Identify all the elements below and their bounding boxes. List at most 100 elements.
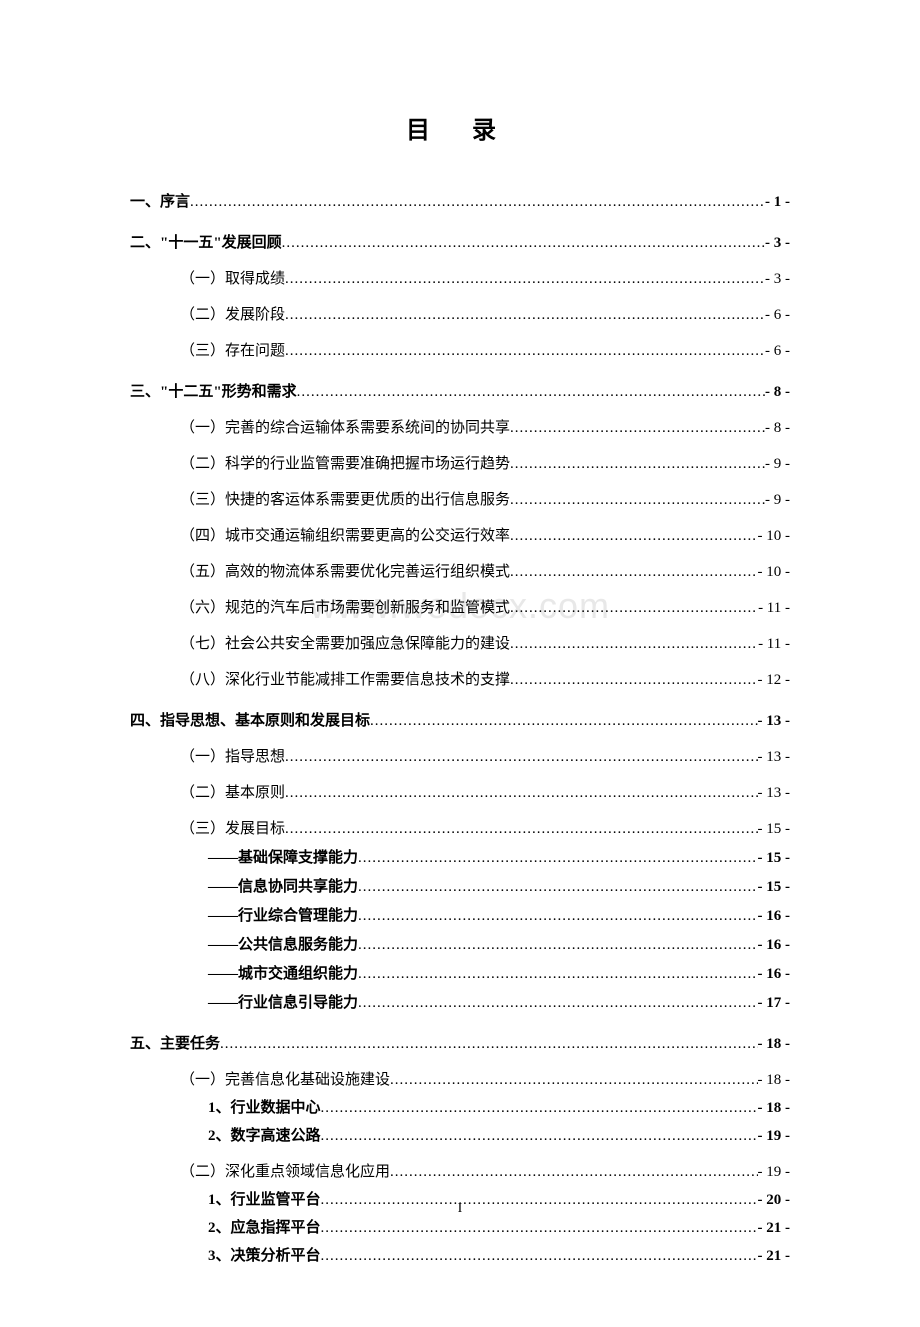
toc-entry: （一）指导思想- 13 -: [180, 745, 790, 766]
toc-entry-label: （六）规范的汽车后市场需要创新服务和监管模式: [180, 596, 510, 617]
toc-leader-dots: [510, 636, 758, 653]
toc-leader-dots: [282, 235, 765, 252]
toc-entry: 三、"十二五"形势和需求- 8 -: [130, 380, 790, 401]
toc-entry-page: - 17 -: [758, 995, 791, 1012]
toc-entry-label: ——基础保障支撑能力: [208, 846, 358, 867]
toc-entry: （五）高效的物流体系需要优化完善运行组织模式- 10 -: [180, 560, 790, 581]
toc-entry-label: （三）存在问题: [180, 339, 285, 360]
toc-leader-dots: [321, 1128, 758, 1145]
toc-entry-page: - 10 -: [758, 564, 791, 581]
toc-entry: ——信息协同共享能力- 15 -: [208, 875, 790, 896]
toc-container: 一、序言- 1 -二、"十一五"发展回顾- 3 -（一）取得成绩- 3 -（二）…: [130, 190, 790, 1265]
toc-leader-dots: [358, 850, 757, 867]
toc-leader-dots: [358, 937, 757, 954]
toc-entry-page: - 21 -: [758, 1248, 791, 1265]
toc-entry-label: （二）基本原则: [180, 781, 285, 802]
toc-leader-dots: [285, 271, 765, 288]
toc-entry-page: - 8 -: [765, 420, 790, 437]
toc-leader-dots: [510, 456, 765, 473]
toc-entry-label: 3、决策分析平台: [208, 1244, 321, 1265]
toc-entry-page: - 3 -: [765, 235, 790, 252]
toc-leader-dots: [390, 1072, 757, 1089]
toc-entry-page: - 15 -: [758, 879, 791, 896]
toc-entry: （三）快捷的客运体系需要更优质的出行信息服务- 9 -: [180, 488, 790, 509]
toc-entry-page: - 15 -: [758, 850, 791, 867]
toc-entry-label: （一）完善信息化基础设施建设: [180, 1068, 390, 1089]
toc-entry: 2、数字高速公路- 19 -: [208, 1124, 790, 1145]
toc-entry: （六）规范的汽车后市场需要创新服务和监管模式 - 11 -: [180, 596, 790, 617]
toc-entry: （三）发展目标- 15 -: [180, 817, 790, 838]
toc-entry-page: - 12 -: [758, 672, 791, 689]
toc-entry-page: - 6 -: [765, 343, 790, 360]
toc-entry: ——基础保障支撑能力 - 15 -: [208, 846, 790, 867]
toc-entry: 五、主要任务 - 18 -: [130, 1032, 790, 1053]
toc-entry-label: ——行业综合管理能力: [208, 904, 358, 925]
toc-leader-dots: [285, 749, 757, 766]
toc-leader-dots: [297, 384, 765, 401]
toc-leader-dots: [358, 966, 757, 983]
toc-leader-dots: [358, 995, 757, 1012]
toc-leader-dots: [321, 1220, 758, 1237]
toc-entry: 二、"十一五"发展回顾 - 3 -: [130, 231, 790, 252]
toc-entry: （一）完善信息化基础设施建设 - 18 -: [180, 1068, 790, 1089]
toc-entry-page: - 11 -: [758, 600, 790, 617]
page-title: 目 录: [130, 110, 790, 145]
toc-leader-dots: [285, 343, 765, 360]
toc-page: 目 录 一、序言- 1 -二、"十一五"发展回顾- 3 -（一）取得成绩- 3 …: [0, 0, 920, 1327]
toc-leader-dots: [321, 1192, 758, 1209]
toc-entry: （四）城市交通运输组织需要更高的公交运行效率- 10 -: [180, 524, 790, 545]
toc-entry-label: （一）完善的综合运输体系需要系统间的协同共享: [180, 416, 510, 437]
toc-leader-dots: [510, 600, 758, 617]
toc-leader-dots: [321, 1248, 758, 1265]
toc-leader-dots: [390, 1164, 757, 1181]
toc-entry: 3、决策分析平台 - 21 -: [208, 1244, 790, 1265]
toc-entry: （一）完善的综合运输体系需要系统间的协同共享 - 8 -: [180, 416, 790, 437]
toc-entry-label: 四、指导思想、基本原则和发展目标: [130, 709, 370, 730]
toc-entry-label: 2、应急指挥平台: [208, 1216, 321, 1237]
toc-entry-label: （一）取得成绩: [180, 267, 285, 288]
toc-entry-page: - 6 -: [765, 307, 790, 324]
toc-entry: （二）基本原则 - 13 -: [180, 781, 790, 802]
toc-entry-label: 1、行业监管平台: [208, 1188, 321, 1209]
toc-entry: （二）深化重点领域信息化应用- 19 -: [180, 1160, 790, 1181]
toc-entry-label: （三）发展目标: [180, 817, 285, 838]
toc-entry-page: - 18 -: [758, 1036, 791, 1053]
toc-entry: （八）深化行业节能减排工作需要信息技术的支撑- 12 -: [180, 668, 790, 689]
toc-entry: （一）取得成绩 - 3 -: [180, 267, 790, 288]
toc-leader-dots: [510, 492, 765, 509]
toc-entry-page: - 18 -: [758, 1072, 791, 1089]
toc-entry-page: - 9 -: [765, 456, 790, 473]
toc-entry-page: - 16 -: [758, 937, 791, 954]
toc-leader-dots: [510, 672, 757, 689]
toc-entry-page: - 13 -: [758, 713, 791, 730]
toc-entry: （二）科学的行业监管需要准确把握市场运行趋势 - 9 -: [180, 452, 790, 473]
toc-leader-dots: [358, 908, 757, 925]
toc-entry-page: - 9 -: [765, 492, 790, 509]
toc-leader-dots: [190, 194, 765, 211]
toc-entry-page: - 13 -: [758, 785, 791, 802]
toc-entry-label: ——行业信息引导能力: [208, 991, 358, 1012]
toc-entry-page: - 19 -: [758, 1164, 791, 1181]
toc-entry: 1、行业监管平台- 20 -: [208, 1188, 790, 1209]
toc-entry: ——行业信息引导能力 - 17 -: [208, 991, 790, 1012]
toc-entry-label: 三、"十二五"形势和需求: [130, 380, 297, 401]
toc-entry-page: - 13 -: [758, 749, 791, 766]
toc-leader-dots: [510, 420, 765, 437]
toc-entry: （二）发展阶段- 6 -: [180, 303, 790, 324]
toc-entry-label: （二）科学的行业监管需要准确把握市场运行趋势: [180, 452, 510, 473]
toc-entry-page: - 1 -: [765, 194, 790, 211]
toc-entry-page: - 3 -: [765, 271, 790, 288]
toc-entry: （七）社会公共安全需要加强应急保障能力的建设- 11 -: [180, 632, 790, 653]
toc-entry-page: - 21 -: [758, 1220, 791, 1237]
toc-entry-page: - 11 -: [758, 636, 790, 653]
toc-entry-page: - 18 -: [758, 1100, 791, 1117]
toc-entry-label: 二、"十一五"发展回顾: [130, 231, 282, 252]
toc-leader-dots: [370, 713, 757, 730]
toc-leader-dots: [285, 785, 757, 802]
toc-entry-label: 1、行业数据中心: [208, 1096, 321, 1117]
toc-leader-dots: [285, 821, 757, 838]
toc-leader-dots: [510, 528, 757, 545]
toc-entry-page: - 16 -: [758, 908, 791, 925]
toc-entry-label: 五、主要任务: [130, 1032, 220, 1053]
toc-leader-dots: [358, 879, 757, 896]
